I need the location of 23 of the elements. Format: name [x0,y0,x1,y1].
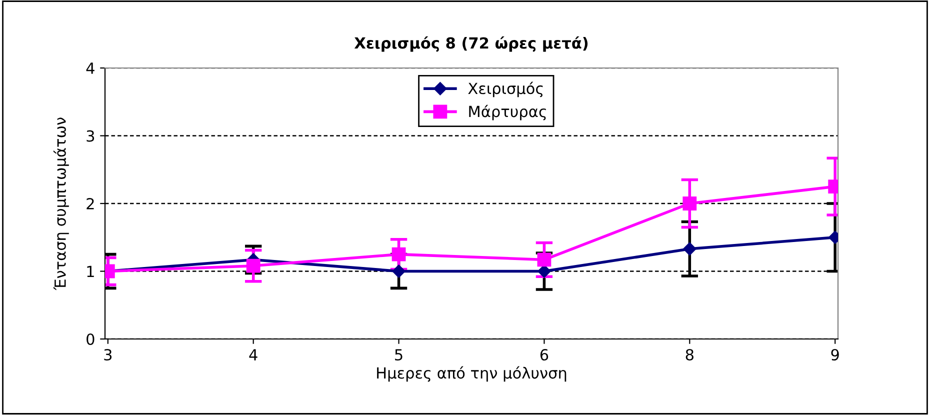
y-tick-label: 2 [86,198,94,210]
x-tick-label: 3 [104,348,112,361]
x-tick-label: 9 [831,348,839,361]
x-axis-title: Ημερες από την μόλυνση [377,366,566,382]
point [682,196,697,210]
legend-label: Χειρισμός [468,82,543,98]
y-tick-label: 0 [86,333,94,346]
legend-label: Μάρτυρας [469,104,546,120]
y-axis-title: Ένταση συμπτωμάτων [53,118,69,290]
point [683,242,696,256]
point [246,258,260,273]
point [392,264,406,278]
x-tick-label: 5 [395,349,402,361]
x-tick-label: 4 [249,349,258,360]
x-tick-label: 8 [686,348,694,361]
point [538,264,551,278]
x-tick-label: 6 [540,348,548,361]
y-tick-label: 3 [86,130,94,142]
point [537,252,552,267]
point [392,247,406,262]
y-tick-label: 1 [87,266,94,278]
chart-title: Χειρισμός 8 (72 ώρες μετά) [354,36,588,52]
y-tick-label: 4 [86,62,94,74]
